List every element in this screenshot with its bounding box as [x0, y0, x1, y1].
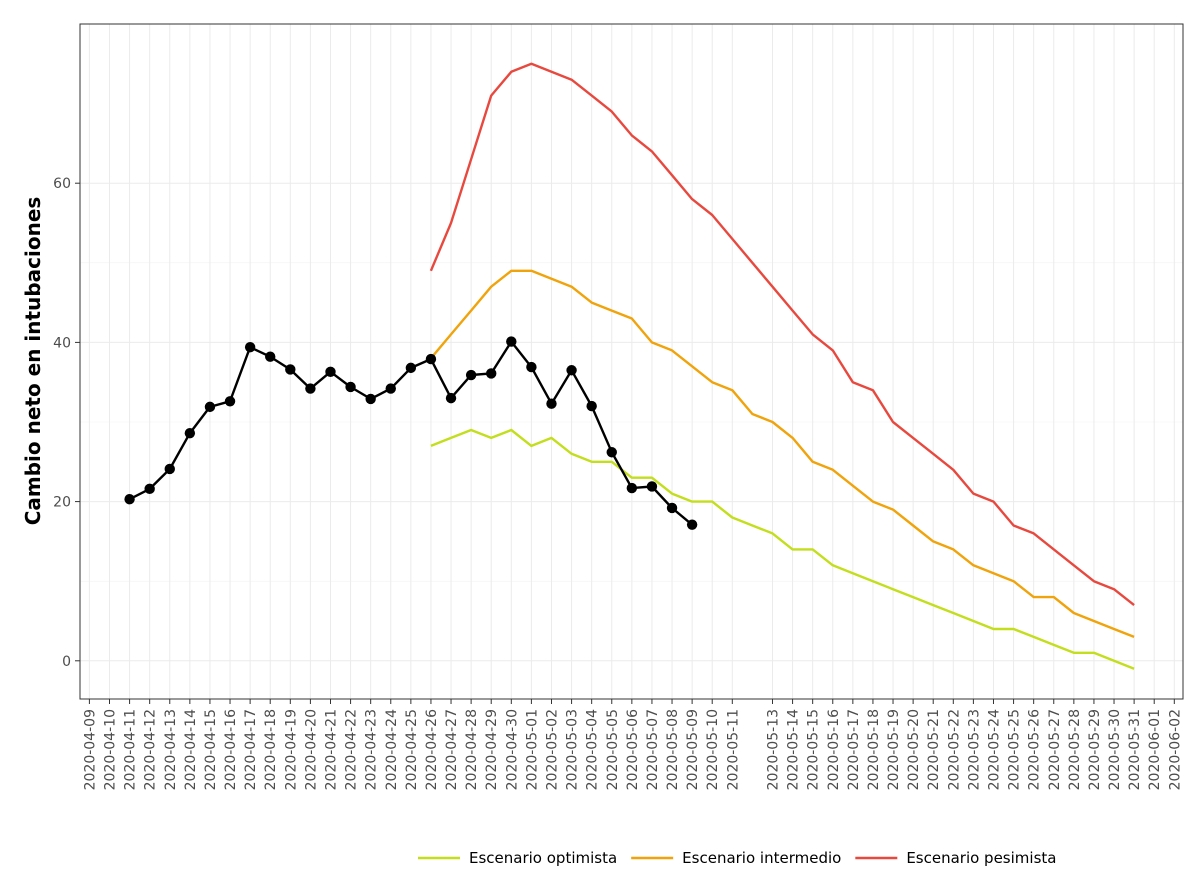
- x-tick-label: 2020-05-18: [866, 709, 882, 790]
- x-tick-label: 2020-04-22: [344, 709, 360, 790]
- x-tick-label: 2020-05-22: [946, 709, 962, 790]
- x-tick-label: 2020-05-02: [544, 709, 560, 790]
- x-tick-label: 2020-04-14: [183, 709, 199, 790]
- x-tick-label: 2020-05-01: [524, 709, 540, 790]
- y-tick-label: 40: [53, 335, 71, 351]
- legend-label-escenario-optimista: Escenario optimista: [469, 849, 617, 867]
- y-tick-label: 0: [62, 654, 71, 670]
- x-tick-label: 2020-04-25: [404, 709, 420, 790]
- x-tick-label: 2020-05-19: [886, 709, 902, 790]
- data-point-observed: [184, 427, 196, 439]
- y-axis-title: Cambio neto en intubaciones: [21, 197, 45, 526]
- y-tick-label: 60: [53, 176, 71, 192]
- data-point-observed: [465, 369, 477, 381]
- x-tick-label: 2020-05-26: [1027, 709, 1043, 790]
- data-point-observed: [586, 400, 597, 412]
- series-layer: [124, 62, 1135, 670]
- legend-label-escenario-intermedio: Escenario intermedio: [682, 849, 841, 867]
- x-tick-label: 2020-05-09: [685, 709, 701, 790]
- data-point-observed: [666, 502, 678, 514]
- data-point-observed: [626, 482, 638, 494]
- data-point-observed: [305, 383, 316, 394]
- data-point-observed: [506, 336, 517, 347]
- x-tick-label: 2020-06-02: [1167, 709, 1183, 790]
- x-tick-label: 2020-05-05: [605, 709, 621, 790]
- x-tick-label: 2020-05-04: [585, 709, 601, 790]
- x-tick-label: 2020-04-26: [424, 709, 440, 790]
- x-tick-label: 2020-05-31: [1127, 709, 1143, 790]
- x-tick-label: 2020-05-08: [665, 709, 681, 790]
- x-tick-label: 2020-05-29: [1087, 709, 1103, 790]
- x-tick-label: 2020-04-21: [323, 709, 339, 790]
- x-tick-label: 2020-04-28: [464, 709, 480, 790]
- data-point-observed: [486, 368, 497, 379]
- data-point-observed: [325, 366, 336, 378]
- x-tick-label: 2020-04-27: [444, 709, 460, 790]
- x-tick-label: 2020-05-14: [786, 709, 802, 790]
- grid: [80, 24, 1183, 699]
- x-tick-label: 2020-04-23: [364, 709, 380, 790]
- data-point-observed: [686, 519, 698, 530]
- x-tick-label: 2020-04-09: [82, 709, 98, 790]
- x-tick-label: 2020-05-16: [826, 709, 842, 790]
- x-tick-label: 2020-05-11: [725, 709, 741, 790]
- x-tick-label: 2020-05-23: [966, 709, 982, 790]
- data-point-observed: [385, 383, 396, 394]
- x-tick-label: 2020-05-30: [1107, 709, 1123, 790]
- x-tick-label: 2020-04-15: [203, 709, 219, 790]
- data-point-observed: [405, 362, 417, 374]
- series-line-escenario-intermedio: [429, 269, 1135, 639]
- x-tick-label: 2020-04-30: [504, 709, 520, 790]
- x-tick-label: 2020-04-16: [223, 709, 239, 790]
- data-point-observed: [144, 483, 155, 495]
- x-tick-label: 2020-05-21: [926, 709, 942, 790]
- data-point-observed: [566, 365, 577, 376]
- data-point-observed: [244, 341, 256, 353]
- x-tick-label: 2020-05-17: [846, 709, 862, 790]
- x-tick-label: 2020-04-19: [283, 709, 299, 790]
- x-tick-label: 2020-04-18: [263, 709, 279, 790]
- data-point-observed: [204, 401, 216, 413]
- x-tick-label: 2020-05-03: [565, 709, 581, 790]
- series-line-escenario-pesimista: [429, 62, 1135, 607]
- data-point-observed: [224, 396, 236, 407]
- x-tick-label: 2020-05-13: [765, 709, 781, 790]
- x-tick-label: 2020-05-15: [806, 709, 822, 790]
- x-tick-label: 2020-05-27: [1047, 709, 1063, 790]
- x-tick-label: 2020-04-17: [243, 709, 259, 790]
- data-point-observed: [526, 361, 537, 373]
- series-line-escenario-optimista: [430, 428, 1135, 670]
- x-tick-label: 2020-04-24: [384, 709, 400, 790]
- data-point-observed: [164, 463, 175, 475]
- x-tick-label: 2020-05-07: [645, 709, 661, 790]
- x-tick-label: 2020-04-11: [123, 709, 139, 790]
- x-tick-label: 2020-04-13: [163, 709, 179, 790]
- y-tick-label: 20: [53, 495, 71, 511]
- data-point-observed: [606, 447, 617, 458]
- data-point-observed: [285, 364, 296, 375]
- x-tick-label: 2020-04-29: [484, 709, 500, 790]
- x-tick-label: 2020-05-10: [705, 709, 721, 790]
- legend-label-escenario-pesimista: Escenario pesimista: [906, 849, 1056, 867]
- x-tick-label: 2020-04-10: [102, 709, 118, 790]
- x-tick-label: 2020-04-12: [143, 709, 159, 790]
- data-point-observed: [345, 381, 356, 393]
- x-tick-label: 2020-05-25: [1007, 709, 1023, 790]
- x-tick-label: 2020-05-24: [986, 709, 1002, 790]
- axes: 2020-04-09 2020-04-10 2020-04-11 2020-04-12…: [53, 176, 1183, 790]
- data-point-observed: [445, 392, 457, 404]
- x-tick-label: 2020-05-20: [906, 709, 922, 790]
- data-point-observed: [646, 481, 658, 492]
- data-point-observed: [265, 351, 276, 362]
- data-point-observed: [425, 353, 437, 365]
- legend: Escenario optimista Escenario intermedio E…: [418, 849, 1056, 867]
- data-point-observed: [124, 494, 135, 505]
- x-tick-label: 2020-06-01: [1147, 709, 1163, 790]
- x-tick-label: 2020-04-20: [303, 709, 319, 790]
- data-point-observed: [365, 393, 376, 405]
- x-tick-label: 2020-05-06: [625, 709, 641, 790]
- data-point-observed: [546, 398, 557, 409]
- x-tick-label: 2020-05-28: [1067, 709, 1083, 790]
